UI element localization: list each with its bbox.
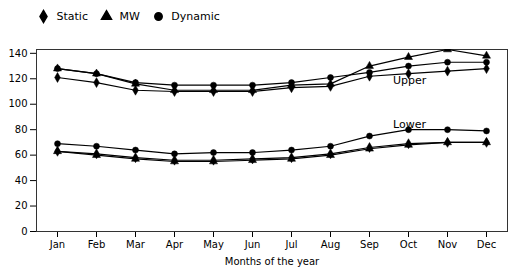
svg-text:Lower: Lower — [393, 118, 426, 131]
svg-text:Sep: Sep — [360, 238, 379, 249]
svg-text:Jun: Jun — [244, 238, 261, 249]
svg-text:Jan: Jan — [49, 238, 65, 249]
svg-text:Mar: Mar — [126, 238, 146, 249]
html-text:MW: MW — [119, 10, 140, 23]
svg-text:60: 60 — [15, 149, 28, 160]
svg-text:140: 140 — [8, 47, 27, 58]
svg-text:Apr: Apr — [166, 238, 184, 249]
svg-text:Oct: Oct — [400, 238, 417, 249]
svg-text:Feb: Feb — [88, 238, 106, 249]
svg-text:80: 80 — [15, 123, 28, 134]
html-text:Dynamic: Dynamic — [171, 10, 220, 23]
svg-text:Jul: Jul — [284, 238, 297, 249]
svg-text:May: May — [203, 238, 224, 249]
html-text:Static: Static — [56, 10, 88, 23]
svg-text:Nov: Nov — [438, 238, 458, 249]
svg-text:Dec: Dec — [477, 238, 496, 249]
svg-text:100: 100 — [8, 98, 27, 109]
svg-text:Months of the year: Months of the year — [225, 255, 320, 266]
svg-text:Upper: Upper — [393, 73, 427, 86]
svg-text:Aug: Aug — [321, 238, 341, 249]
svg-text:40: 40 — [15, 174, 28, 185]
svg-text:120: 120 — [8, 72, 27, 83]
svg-text:0: 0 — [21, 225, 27, 236]
svg-text:20: 20 — [15, 200, 28, 211]
